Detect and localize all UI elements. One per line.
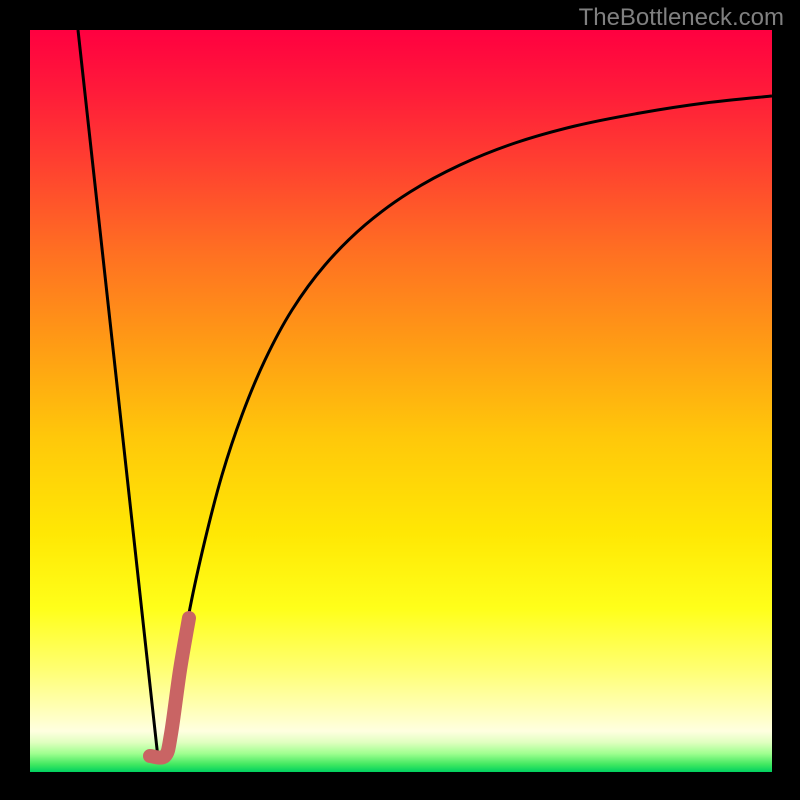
curve-layer	[30, 30, 772, 772]
plot-area	[30, 30, 772, 772]
watermark-text: TheBottleneck.com	[579, 4, 784, 32]
right-ascent-curve	[167, 96, 772, 758]
left-descent-line	[78, 30, 158, 758]
chart-frame: TheBottleneck.com	[0, 0, 800, 800]
